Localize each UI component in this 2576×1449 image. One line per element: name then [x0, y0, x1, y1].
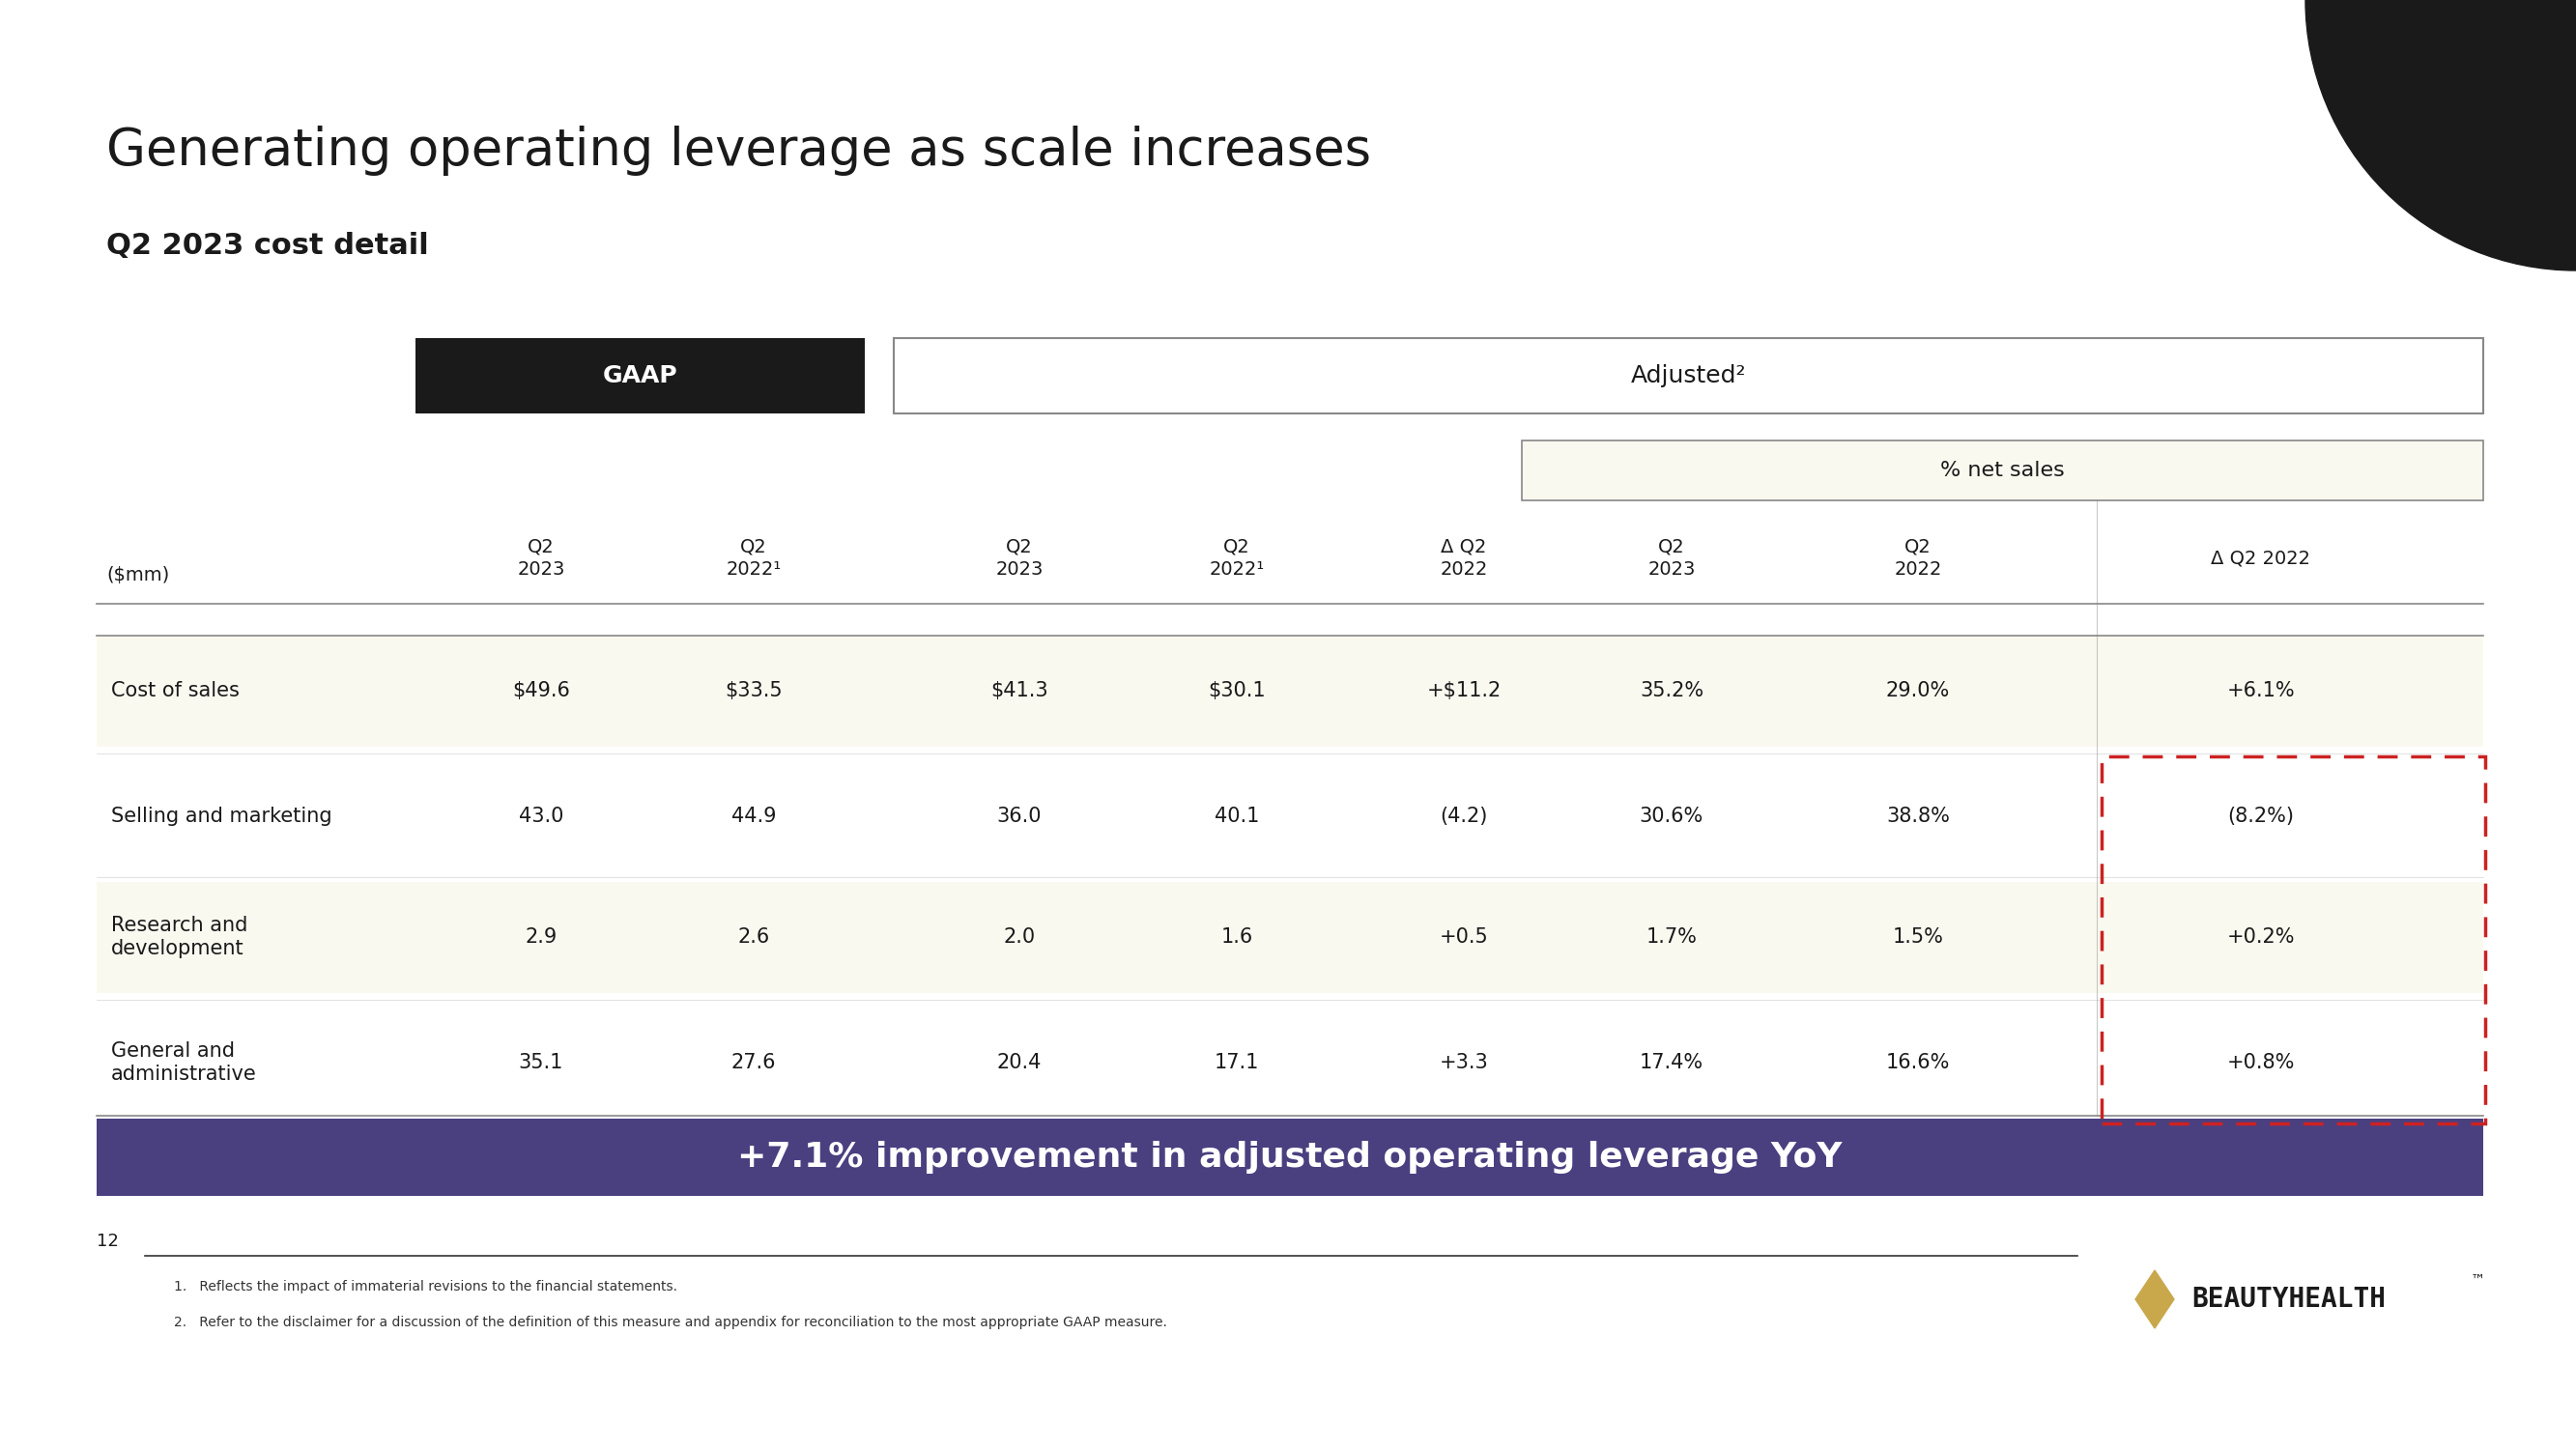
Text: BEAUTYHEALTH: BEAUTYHEALTH	[2192, 1285, 2385, 1313]
Text: $49.6: $49.6	[513, 681, 569, 700]
Text: 2.0: 2.0	[1005, 927, 1036, 946]
Text: $30.1: $30.1	[1208, 681, 1265, 700]
Text: Δ Q2 2022: Δ Q2 2022	[2210, 549, 2311, 568]
FancyBboxPatch shape	[98, 761, 2483, 872]
Text: Adjusted²: Adjusted²	[1631, 364, 1747, 387]
Text: 43.0: 43.0	[518, 807, 564, 826]
FancyBboxPatch shape	[415, 338, 866, 413]
FancyBboxPatch shape	[1522, 440, 2483, 500]
Text: 17.1: 17.1	[1213, 1053, 1260, 1072]
Text: Selling and marketing: Selling and marketing	[111, 807, 332, 826]
Text: 1.6: 1.6	[1221, 927, 1252, 946]
Text: +0.2%: +0.2%	[2226, 927, 2295, 946]
Text: (4.2): (4.2)	[1440, 807, 1489, 826]
Text: Research and
development: Research and development	[111, 916, 247, 959]
Text: 29.0%: 29.0%	[1886, 681, 1950, 700]
Text: +0.8%: +0.8%	[2228, 1053, 2295, 1072]
Text: ($mm): ($mm)	[106, 567, 170, 585]
Text: Q2
2023: Q2 2023	[1649, 538, 1695, 578]
Wedge shape	[2306, 0, 2576, 271]
Text: 17.4%: 17.4%	[1641, 1053, 1703, 1072]
Text: Cost of sales: Cost of sales	[111, 681, 240, 700]
Text: Q2
2022¹: Q2 2022¹	[1208, 538, 1265, 578]
Text: Q2
2023: Q2 2023	[518, 538, 564, 578]
Text: Q2 2023 cost detail: Q2 2023 cost detail	[106, 232, 428, 259]
Text: ™: ™	[2470, 1272, 2486, 1287]
FancyBboxPatch shape	[98, 881, 2483, 993]
Text: 38.8%: 38.8%	[1886, 807, 1950, 826]
FancyBboxPatch shape	[98, 1007, 2483, 1119]
Text: % net sales: % net sales	[1940, 461, 2066, 480]
Text: 20.4: 20.4	[997, 1053, 1041, 1072]
Text: 1.5%: 1.5%	[1893, 927, 1942, 946]
Text: Generating operating leverage as scale increases: Generating operating leverage as scale i…	[106, 126, 1370, 175]
Text: 16.6%: 16.6%	[1886, 1053, 1950, 1072]
Text: 35.2%: 35.2%	[1641, 681, 1703, 700]
Text: 36.0: 36.0	[997, 807, 1041, 826]
Text: 2.   Refer to the disclaimer for a discussion of the definition of this measure : 2. Refer to the disclaimer for a discuss…	[175, 1316, 1167, 1329]
Text: +3.3: +3.3	[1440, 1053, 1489, 1072]
Text: $33.5: $33.5	[724, 681, 783, 700]
Text: (8.2%): (8.2%)	[2228, 807, 2295, 826]
Text: Q2
2022¹: Q2 2022¹	[726, 538, 781, 578]
Text: 30.6%: 30.6%	[1638, 807, 1703, 826]
Text: Q2
2023: Q2 2023	[994, 538, 1043, 578]
Text: 1.   Reflects the impact of immaterial revisions to the financial statements.: 1. Reflects the impact of immaterial rev…	[175, 1279, 677, 1294]
Text: Δ Q2
2022: Δ Q2 2022	[1440, 538, 1489, 578]
FancyBboxPatch shape	[894, 338, 2483, 413]
Text: 2.9: 2.9	[526, 927, 556, 946]
Text: 12: 12	[98, 1233, 118, 1250]
Text: 2.6: 2.6	[737, 927, 770, 946]
Polygon shape	[2136, 1271, 2174, 1329]
Text: +0.5: +0.5	[1440, 927, 1489, 946]
Text: GAAP: GAAP	[603, 364, 677, 387]
Text: General and
administrative: General and administrative	[111, 1040, 258, 1084]
FancyBboxPatch shape	[98, 1119, 2483, 1195]
Text: $41.3: $41.3	[992, 681, 1048, 700]
Text: +7.1% improvement in adjusted operating leverage YoY: +7.1% improvement in adjusted operating …	[737, 1140, 1842, 1174]
Text: +6.1%: +6.1%	[2226, 681, 2295, 700]
Text: +$11.2: +$11.2	[1427, 681, 1502, 700]
Text: Q2
2022: Q2 2022	[1893, 538, 1942, 578]
Text: 44.9: 44.9	[732, 807, 775, 826]
Text: 35.1: 35.1	[518, 1053, 564, 1072]
Text: 1.7%: 1.7%	[1646, 927, 1698, 946]
Text: 40.1: 40.1	[1213, 807, 1260, 826]
FancyBboxPatch shape	[98, 635, 2483, 746]
Text: 27.6: 27.6	[732, 1053, 775, 1072]
